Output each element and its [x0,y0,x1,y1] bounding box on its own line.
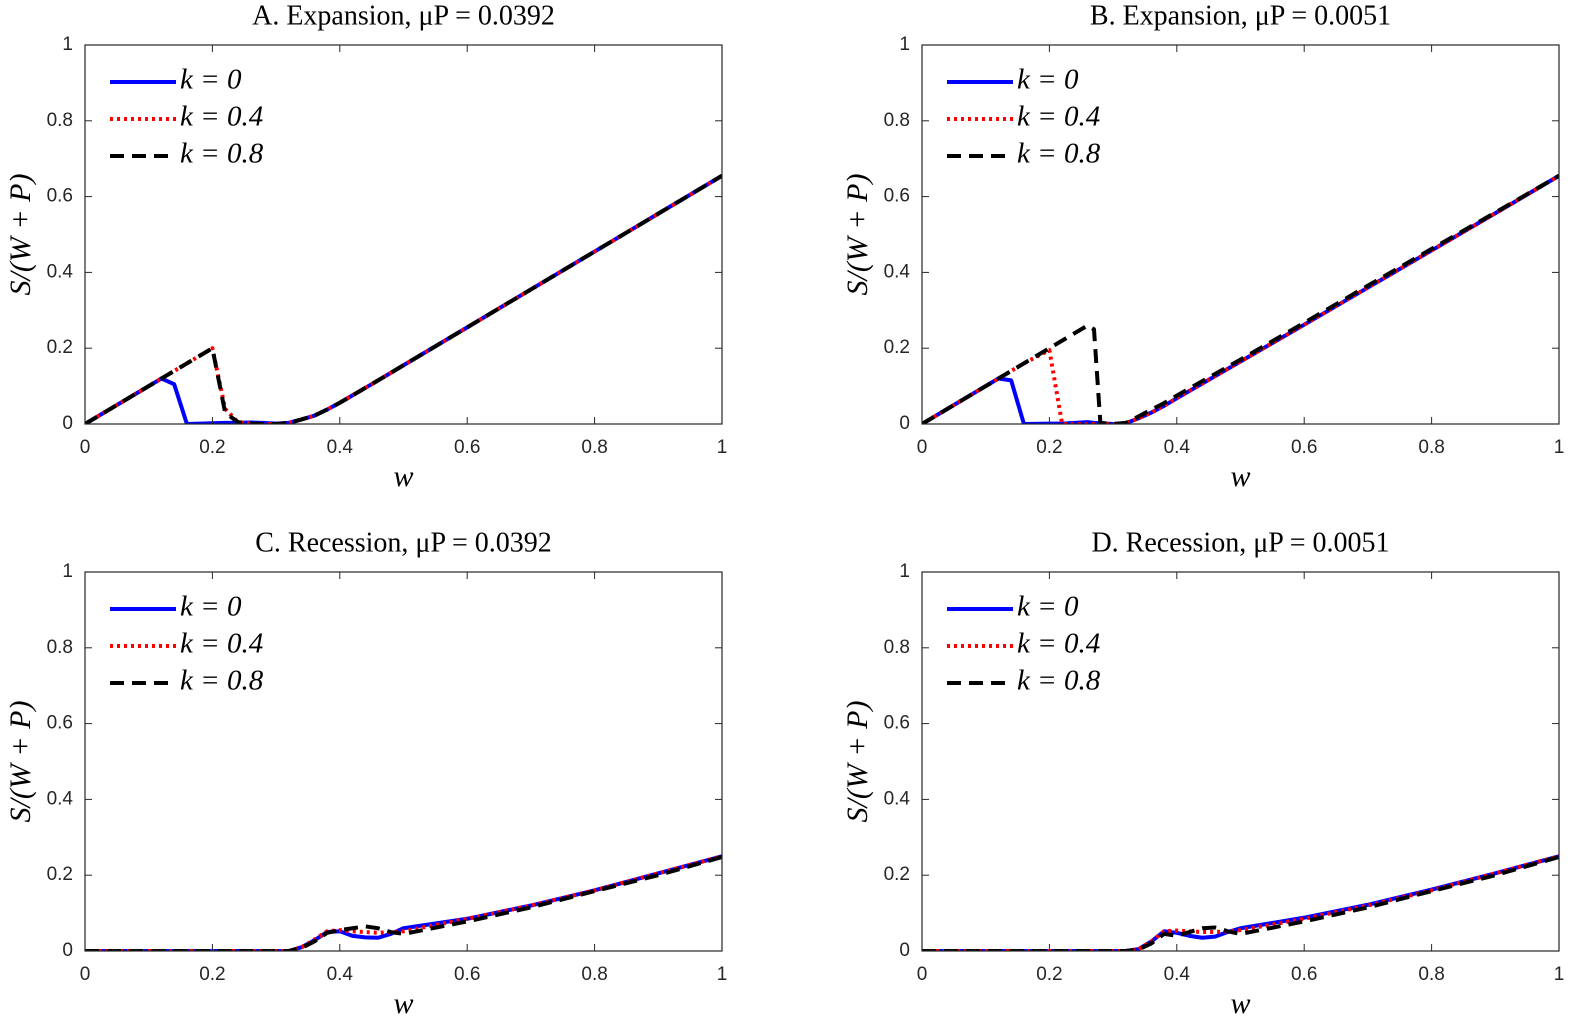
y-axis-label: S/(W + P) [4,174,37,296]
y-tick-label: 0.6 [884,713,910,734]
legend-label: k = 0.8 [1017,665,1101,697]
y-tick-label: 0.4 [47,261,74,282]
legend-label: k = 0.4 [1017,628,1100,660]
legend-label: k = 0.4 [1017,101,1100,133]
x-tick-label: 0.8 [581,437,607,458]
x-tick-label: 0.4 [327,437,354,458]
x-tick-label: 0 [917,964,928,985]
axes-box [921,571,1560,952]
x-axis-label: w [1230,987,1250,1020]
x-tick-label: 0.8 [1418,437,1444,458]
x-tick-label: 0.2 [1036,964,1062,985]
y-tick-label: 0.8 [884,637,910,658]
y-tick-label: 0.4 [884,788,911,809]
x-tick-label: 0.8 [581,964,607,985]
chart-title: B. Expansion, μP = 0.0051 [1090,0,1391,31]
y-axis-label: S/(W + P) [4,701,37,823]
subplot: 0 0.2 0.4 0.6 0.8 1 0 0.2 0.4 0.6 0.8 1 D. Recession… [841,527,1564,1019]
x-tick-label: 0.6 [1291,964,1317,985]
y-axis-label: S/(W + P) [841,701,874,823]
y-tick-label: 0.8 [47,637,73,658]
subplot: 0 0.2 0.4 0.6 0.8 1 0 0.2 0.4 0.6 0.8 1 C. Recession… [4,527,727,1019]
x-tick-label: 1 [1554,437,1565,458]
data-line [85,854,722,951]
y-tick-label: 1 [62,34,73,55]
legend-label: k = 0.8 [180,138,264,170]
x-tick-label: 0.4 [1164,964,1191,985]
x-tick-label: 1 [1554,964,1565,985]
x-tick-label: 0.6 [1291,437,1317,458]
axes-box [84,44,723,425]
y-tick-label: 0 [899,413,910,434]
legend-label: k = 0.8 [180,665,264,697]
x-tick-label: 0 [917,437,928,458]
y-tick-label: 0.6 [884,186,910,207]
y-tick-label: 0 [62,413,73,434]
y-tick-label: 0.2 [47,337,73,358]
legend-label: k = 0 [1017,64,1079,96]
y-tick-label: 1 [899,34,910,55]
y-tick-label: 0.2 [884,864,910,885]
legend-label: k = 0 [180,64,242,96]
y-tick-label: 1 [62,561,73,582]
x-tick-label: 0 [80,437,91,458]
y-tick-label: 0.8 [47,110,73,131]
legend-label: k = 0.8 [1017,138,1101,170]
x-tick-label: 0.8 [1418,964,1444,985]
data-line [922,854,1559,951]
x-axis-label: w [1230,460,1250,493]
x-tick-label: 0 [80,964,91,985]
x-tick-label: 0.4 [1164,437,1191,458]
y-tick-label: 1 [899,561,910,582]
y-tick-label: 0.4 [47,788,74,809]
legend-label: k = 0 [1017,591,1079,623]
y-axis-label: S/(W + P) [841,174,874,296]
x-tick-label: 0.6 [454,964,480,985]
x-axis-label: w [393,987,413,1020]
x-tick-label: 1 [717,437,728,458]
x-axis-label: w [393,460,413,493]
data-line [922,855,1559,951]
axes-box [921,44,1560,425]
data-line [922,174,1559,424]
plot-area [922,572,1559,951]
subplot: 0 0.2 0.4 0.6 0.8 1 0 0.2 0.4 0.6 0.8 1 B. Expansion… [841,0,1564,492]
data-line [85,174,722,424]
x-tick-label: 1 [717,964,728,985]
x-tick-label: 0.6 [454,437,480,458]
y-tick-label: 0.2 [47,864,73,885]
subplot: 0 0.2 0.4 0.6 0.8 1 0 0.2 0.4 0.6 0.8 1 A. Expansion… [4,0,727,492]
y-tick-label: 0 [899,940,910,961]
x-tick-label: 0.2 [199,437,225,458]
y-tick-label: 0.2 [884,337,910,358]
y-tick-label: 0 [62,940,73,961]
x-tick-label: 0.2 [1036,437,1062,458]
y-tick-label: 0.6 [47,186,73,207]
x-tick-label: 0.4 [327,964,354,985]
chart-title: C. Recession, μP = 0.0392 [255,527,552,558]
y-tick-label: 0.4 [884,261,911,282]
axes-box [84,571,723,952]
legend-label: k = 0.4 [180,628,263,660]
legend-label: k = 0 [180,591,242,623]
chart-title: D. Recession, μP = 0.0051 [1091,527,1389,558]
x-tick-label: 0.2 [199,964,225,985]
y-tick-label: 0.6 [47,713,73,734]
chart-title: A. Expansion, μP = 0.0392 [252,0,555,31]
legend-label: k = 0.4 [180,101,263,133]
y-tick-label: 0.8 [884,110,910,131]
